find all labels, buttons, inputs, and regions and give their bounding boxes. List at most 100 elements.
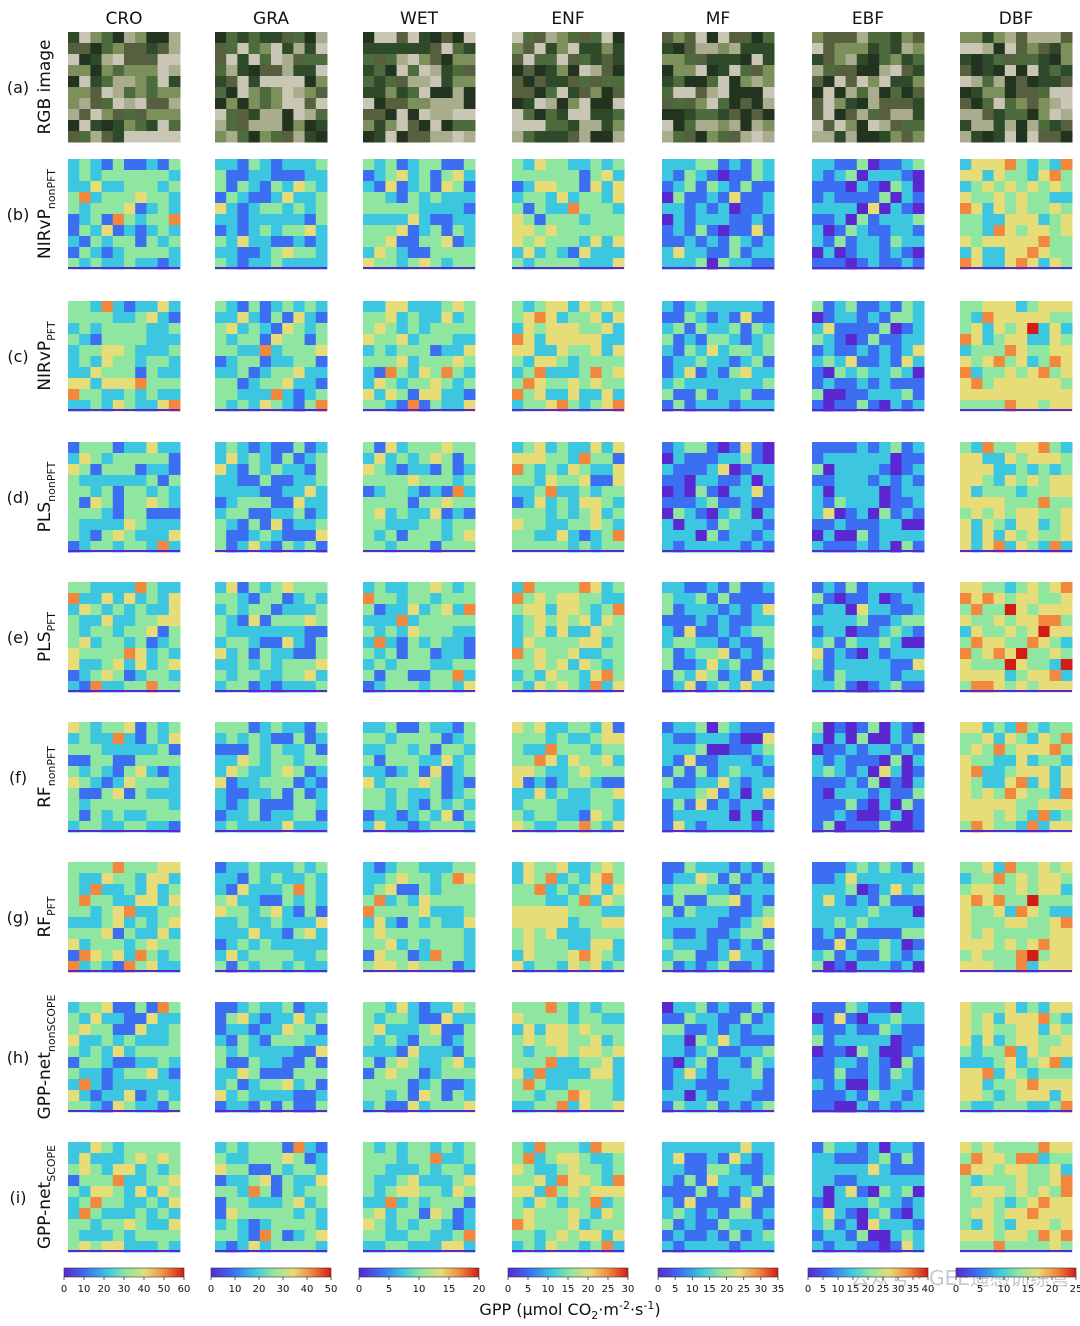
map-cell — [452, 681, 465, 693]
map-cell — [215, 236, 227, 248]
map-cell — [590, 334, 603, 346]
map-cell — [124, 906, 136, 918]
map-cell — [534, 810, 547, 822]
map-cell — [556, 508, 569, 520]
map-cell — [90, 170, 103, 182]
map-cell — [79, 378, 91, 390]
map-cell — [374, 648, 386, 660]
map-cell — [673, 755, 685, 767]
map-cell — [751, 258, 764, 270]
map-cell — [1038, 225, 1051, 237]
map-cell — [363, 389, 375, 401]
map-cell — [823, 159, 835, 171]
map-cell — [157, 626, 170, 638]
map-cell — [124, 744, 136, 756]
map-cell — [304, 744, 317, 756]
map-cell — [168, 917, 181, 929]
map-cell — [363, 733, 375, 745]
map-cell — [419, 181, 431, 193]
map-cell — [271, 486, 283, 498]
map-cell — [556, 54, 569, 66]
map-cell — [590, 170, 603, 182]
map-cell — [912, 98, 925, 110]
map-cell — [912, 109, 925, 121]
map-cell — [729, 54, 741, 66]
map-cell — [856, 181, 869, 193]
map-cell — [271, 582, 283, 594]
map-cell — [407, 788, 420, 800]
map-cell — [823, 777, 835, 789]
map-cell — [79, 400, 91, 412]
map-cell — [463, 131, 476, 143]
map-cell — [706, 670, 719, 682]
map-cell — [1016, 681, 1028, 693]
map-cell — [568, 76, 580, 88]
map-cell — [101, 389, 114, 401]
map-panel — [512, 159, 625, 270]
map-cell — [68, 170, 80, 182]
map-cell — [523, 939, 535, 951]
map-cell — [823, 247, 835, 259]
map-cell — [157, 659, 170, 671]
map-cell — [441, 906, 454, 918]
map-cell — [1016, 32, 1028, 44]
map-cell — [1004, 323, 1017, 335]
map-cell — [1060, 109, 1073, 121]
map-cell — [662, 648, 674, 660]
map-cell — [396, 722, 409, 734]
map-cell — [834, 400, 847, 412]
map-cell — [101, 873, 114, 885]
map-cell — [568, 810, 580, 822]
map-cell — [523, 312, 535, 324]
map-cell — [248, 681, 261, 693]
map-cell — [512, 681, 524, 693]
map-cell — [545, 378, 558, 390]
map-cell — [271, 131, 283, 143]
map-cell — [304, 821, 317, 833]
map-cell — [259, 356, 272, 368]
map-panel — [68, 862, 181, 973]
map-cell — [374, 98, 386, 110]
map-cell — [823, 541, 835, 553]
map-cell — [68, 722, 80, 734]
map-cell — [812, 356, 824, 368]
map-cell — [812, 345, 824, 357]
map-cell — [823, 582, 835, 594]
map-cell — [718, 928, 730, 940]
map-cell — [812, 323, 824, 335]
map-cell — [1016, 236, 1028, 248]
map-cell — [834, 367, 847, 379]
map-cell — [90, 356, 103, 368]
map-cell — [601, 530, 614, 542]
map-cell — [407, 659, 420, 671]
map-cell — [441, 821, 454, 833]
map-cell — [534, 453, 547, 465]
map-cell — [601, 312, 614, 324]
map-cell — [248, 810, 261, 822]
map-cell — [901, 389, 914, 401]
map-cell — [879, 225, 891, 237]
map-cell — [68, 508, 80, 520]
map-cell — [259, 530, 272, 542]
map-cell — [226, 884, 238, 896]
map-cell — [568, 312, 580, 324]
map-cell — [315, 236, 328, 248]
map-cell — [1038, 873, 1051, 885]
map-cell — [90, 799, 103, 811]
map-cell — [419, 345, 431, 357]
map-cell — [112, 76, 125, 88]
map-cell — [556, 766, 569, 778]
map-cell — [590, 214, 603, 226]
map-cell — [452, 76, 465, 88]
map-cell — [430, 32, 442, 44]
map-cell — [534, 486, 547, 498]
map-cell — [568, 519, 580, 531]
map-cell — [237, 76, 250, 88]
map-cell — [135, 917, 147, 929]
map-cell — [812, 950, 824, 962]
map-cell — [90, 378, 103, 390]
map-cell — [1049, 541, 1062, 553]
map-cell — [293, 378, 306, 390]
map-cell — [135, 821, 147, 833]
map-cell — [248, 464, 261, 476]
